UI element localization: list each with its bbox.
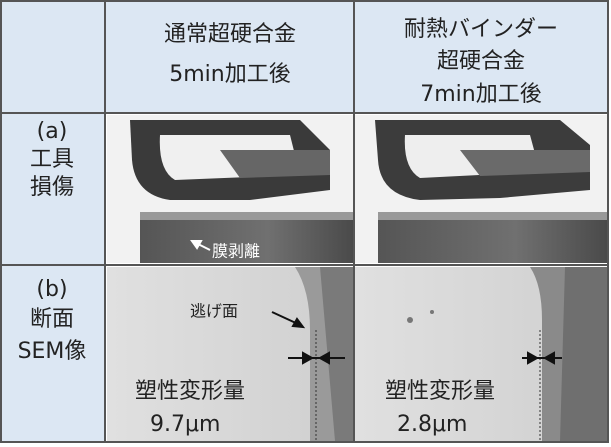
row-label: 断面	[30, 307, 74, 332]
photo-b2	[355, 267, 607, 441]
cell-text: 塑性変形量	[135, 379, 245, 404]
photo-b1	[107, 267, 353, 441]
label-bg	[2, 113, 105, 441]
row-label: SEM像	[18, 339, 87, 364]
header-text: 通常超硬合金	[164, 22, 296, 47]
cell-text: 塑性変形量	[385, 379, 495, 404]
header-bg	[2, 2, 607, 113]
photo-a2	[355, 115, 607, 263]
arrow	[271, 311, 562, 365]
row-label: (a)	[37, 119, 68, 144]
arrow	[190, 240, 211, 251]
header-text: 耐熱バインダー	[404, 17, 558, 42]
cell-text: 9.7μm	[150, 412, 220, 437]
row-label: 損傷	[30, 175, 74, 200]
row-label: 工具	[30, 147, 74, 172]
header-text: 超硬合金	[437, 49, 525, 74]
row-label: (b)	[36, 277, 67, 302]
annotation: 逃げ面	[190, 302, 238, 321]
cell-text: 2.8μm	[397, 412, 467, 437]
header-text: 5min加工後	[169, 62, 290, 87]
photo-a1	[107, 115, 353, 263]
header-text: 7min加工後	[420, 82, 541, 107]
annotation: 膜剥離	[212, 242, 260, 261]
